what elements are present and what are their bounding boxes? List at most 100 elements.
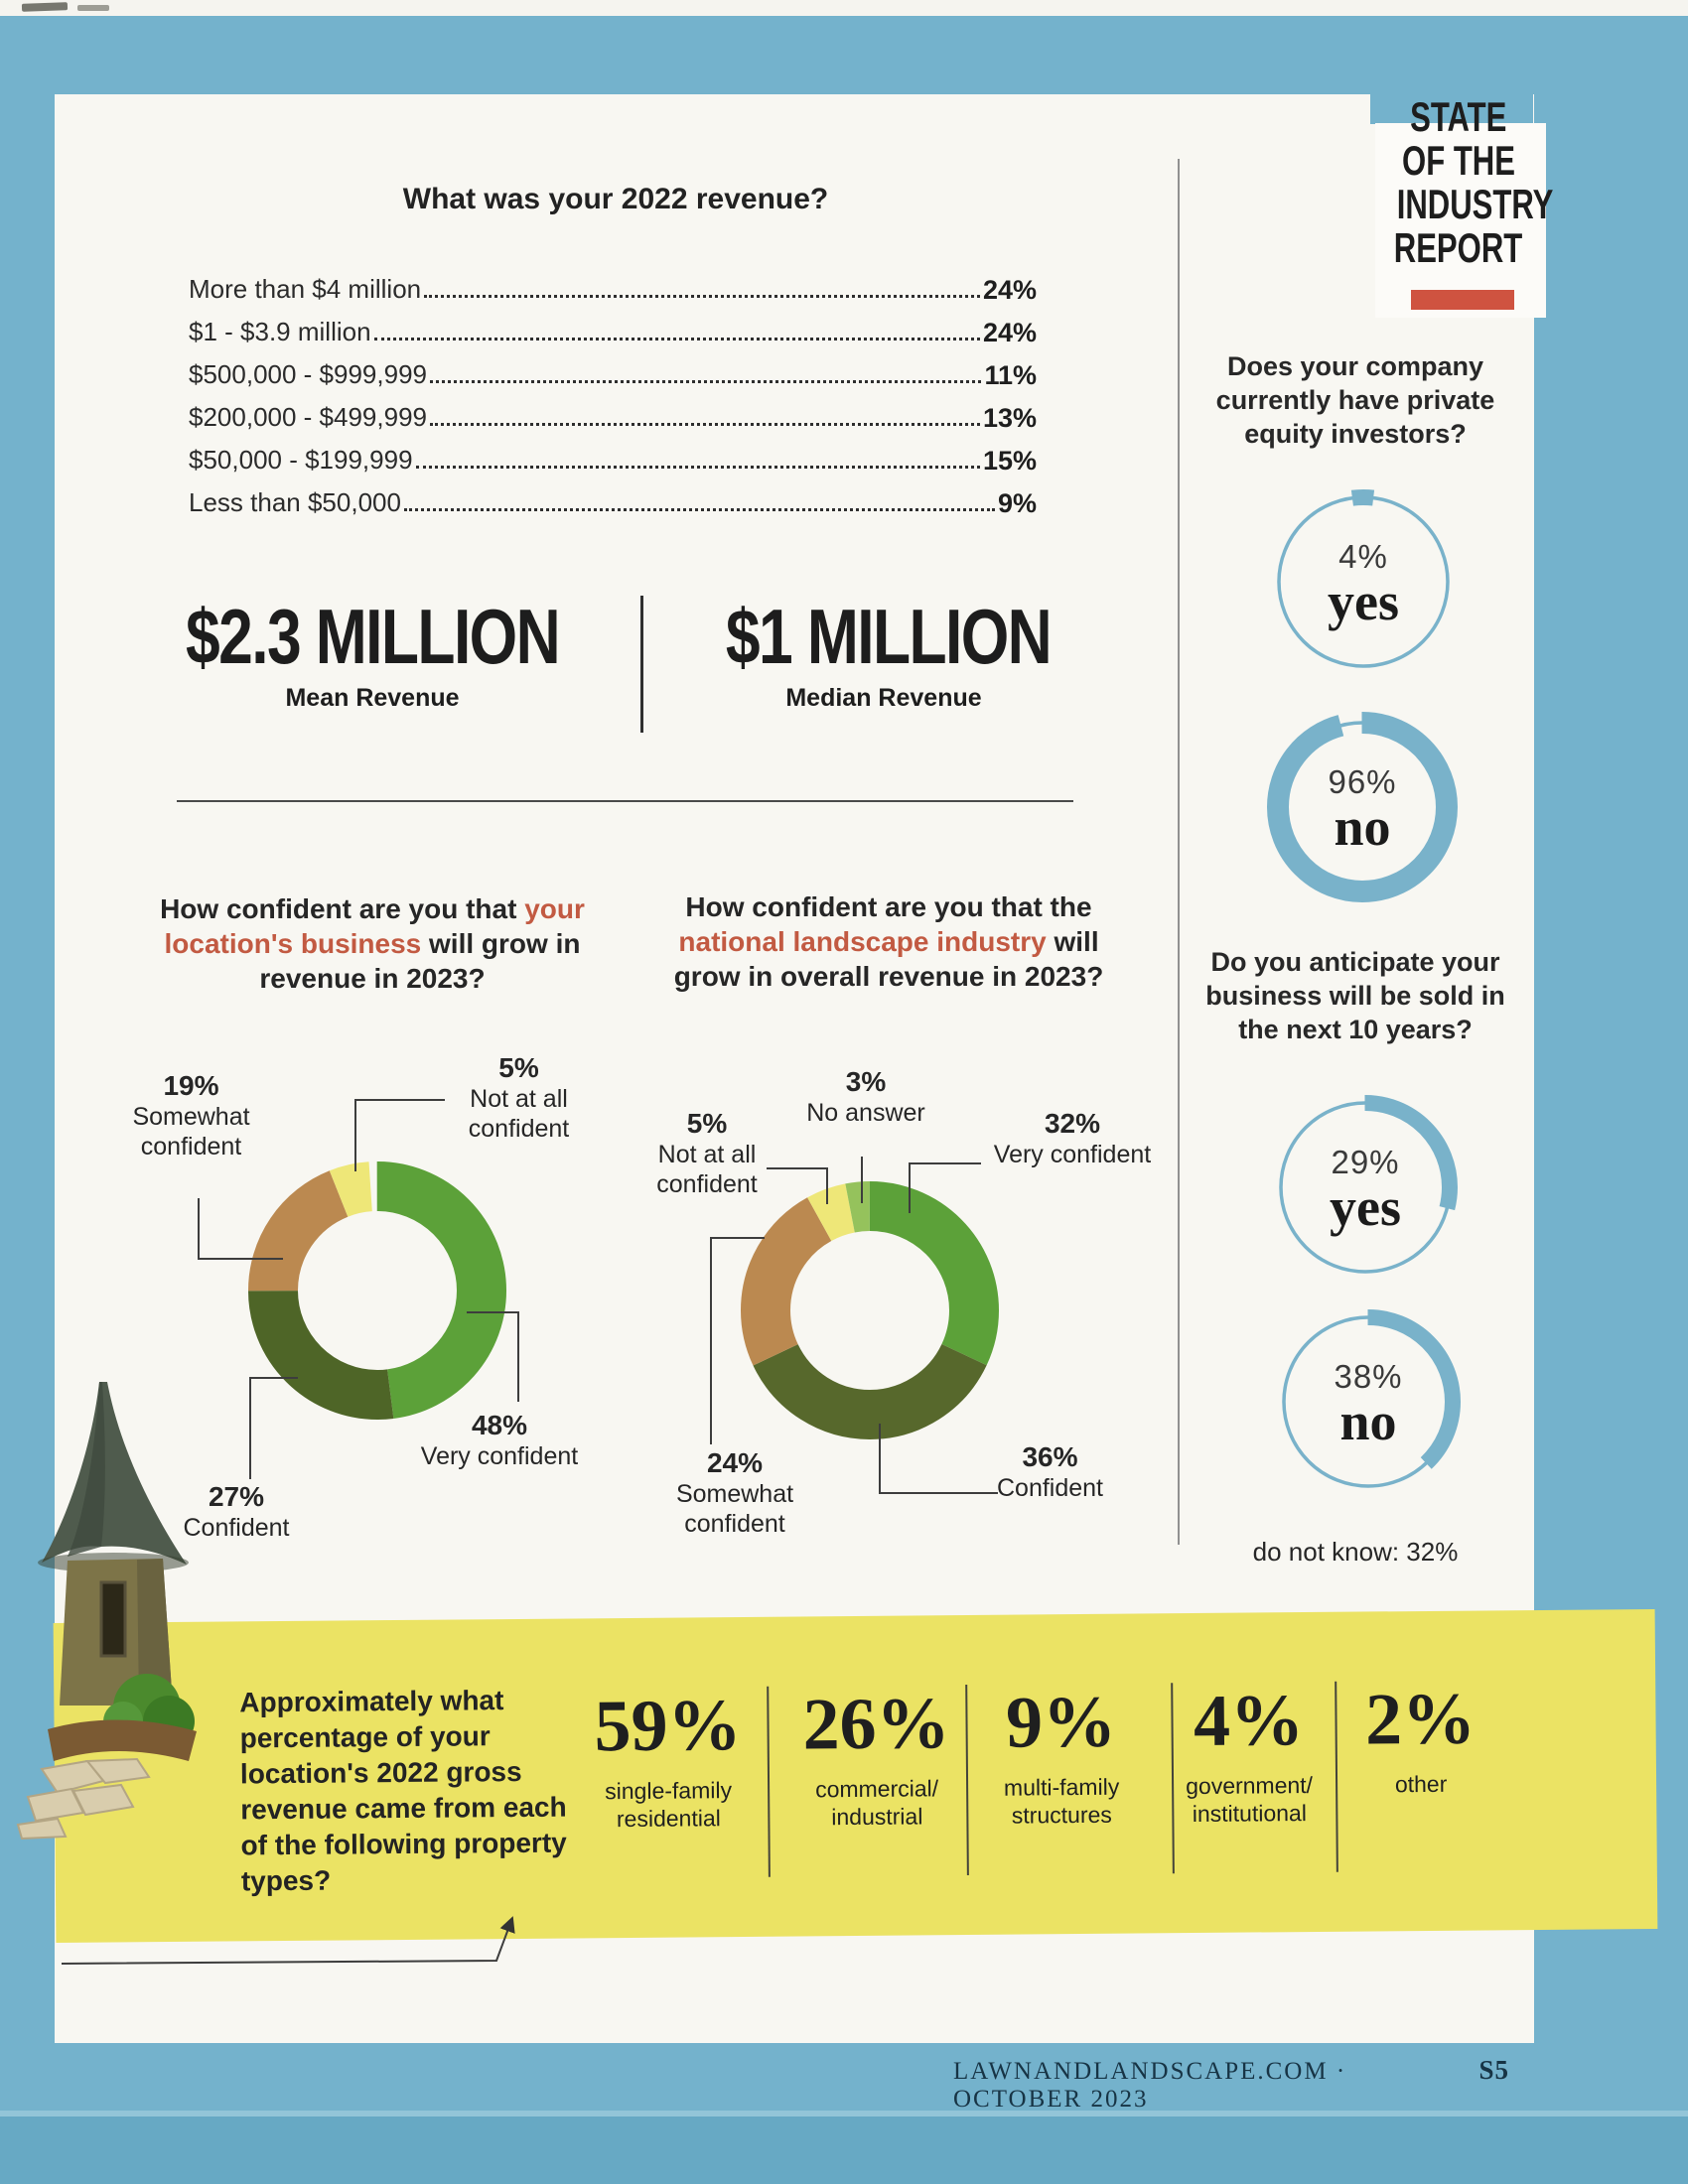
business-sale-question: Do you anticipate your business will be … xyxy=(1205,947,1505,1044)
label-pct: 19% xyxy=(163,1070,219,1101)
revenue-row: $500,000 - $999,999 11% xyxy=(189,351,1037,394)
revenue-label: More than $4 million xyxy=(189,274,422,304)
masthead-line: STATE xyxy=(1410,93,1507,140)
mean-revenue: $2.3 MILLION Mean Revenue xyxy=(139,592,606,713)
leader-dots xyxy=(373,338,980,341)
title-text: How confident are you that xyxy=(160,893,525,924)
median-revenue-value: $1 MILLION xyxy=(725,593,1053,680)
revenue-label: $500,000 - $999,999 xyxy=(189,359,427,389)
label-very-confident-national: 32% Very confident xyxy=(973,1108,1172,1169)
house-illustration xyxy=(16,1382,197,1841)
revenue-row: $1 - $3.9 million 24% xyxy=(189,309,1037,351)
sale-no-ring xyxy=(1276,1309,1461,1494)
footer-page-number: S5 xyxy=(1478,2055,1509,2085)
revenue-label: $50,000 - $199,999 xyxy=(189,445,413,475)
sale-yes-ring xyxy=(1273,1095,1458,1280)
page-footer: LAWNANDLANDSCAPE.COM · OCTOBER 2023 S5 xyxy=(953,2055,1509,2114)
private-equity-no-label: 96% no xyxy=(1273,763,1452,857)
label-text: Very confident xyxy=(993,1141,1152,1168)
footer-source: LAWNANDLANDSCAPE.COM · OCTOBER 2023 xyxy=(953,2058,1347,2113)
revenue-label: $200,000 - $499,999 xyxy=(189,402,427,432)
revenue-value: 9% xyxy=(997,488,1037,518)
revenue-row: $200,000 - $499,999 13% xyxy=(189,394,1037,437)
leader-dots xyxy=(403,508,995,511)
label-confident: 27% Confident xyxy=(127,1481,346,1543)
label-somewhat-confident: 19% Somewhat confident xyxy=(84,1070,298,1161)
title-text: will grow in overall revenue in 2023? xyxy=(673,926,1104,992)
revenue-row: $50,000 - $199,999 15% xyxy=(189,437,1037,479)
scan-artifact xyxy=(77,5,109,11)
label-text: Somewhat confident xyxy=(675,1480,794,1538)
masthead-line: OF THE xyxy=(1402,137,1515,184)
label-text: Not at all confident xyxy=(656,1141,758,1198)
revenue-row: Less than $50,000 9% xyxy=(189,479,1037,522)
label-not-at-all-confident: 5% Not at all confident xyxy=(417,1052,621,1144)
revenue-value: 15% xyxy=(982,446,1037,476)
label-not-at-all-confident-national: 5% Not at all confident xyxy=(618,1108,796,1199)
masthead-accent-bar xyxy=(1411,290,1514,310)
revenue-value: 13% xyxy=(982,403,1037,433)
label-very-confident: 48% Very confident xyxy=(380,1410,619,1471)
leader-dots xyxy=(415,466,980,469)
label-pct: 24% xyxy=(706,1447,764,1478)
label-pct: 27% xyxy=(208,1481,265,1512)
scan-strip xyxy=(0,2111,1688,2116)
leader-dots xyxy=(430,380,982,383)
ring-word: no xyxy=(1339,1392,1397,1451)
label-pct: 5% xyxy=(686,1108,728,1139)
label-text: Somewhat confident xyxy=(132,1103,250,1160)
revenue-list: More than $4 million 24% $1 - $3.9 milli… xyxy=(189,266,1037,522)
stat-divider xyxy=(640,596,643,733)
revenue-value: 11% xyxy=(984,360,1037,390)
sale-yes-label: 29% yes xyxy=(1276,1144,1455,1237)
label-no-answer: 3% No answer xyxy=(767,1066,965,1128)
ring-pct: 38% xyxy=(1334,1358,1403,1395)
label-text: Confident xyxy=(183,1514,290,1542)
masthead-box xyxy=(1375,123,1546,318)
label-pct: 5% xyxy=(498,1052,539,1083)
national-confidence-donut xyxy=(741,1181,999,1439)
label-confident-national: 36% Confident xyxy=(943,1441,1157,1503)
mean-revenue-label: Mean Revenue xyxy=(285,684,460,712)
leader-dots xyxy=(424,295,980,298)
label-somewhat-confident-national: 24% Somewhat confident xyxy=(635,1447,834,1539)
private-equity-no-ring xyxy=(1267,712,1458,902)
revenue-label: $1 - $3.9 million xyxy=(189,317,371,346)
column-divider xyxy=(1178,159,1180,1545)
label-text: Not at all confident xyxy=(468,1085,570,1143)
label-text: Confident xyxy=(996,1474,1104,1502)
ring-word: yes xyxy=(1328,572,1399,631)
private-equity-yes-ring xyxy=(1271,489,1456,674)
ring-pct: 4% xyxy=(1338,538,1388,575)
ring-pct: 96% xyxy=(1328,763,1397,800)
label-text: No answer xyxy=(806,1099,925,1127)
scan-strip xyxy=(0,2116,1688,2184)
masthead-blue-patch xyxy=(1370,94,1533,124)
masthead-title: STATE OF THE INDUSTRY REPORT xyxy=(1369,93,1553,270)
revenue-value: 24% xyxy=(982,318,1037,347)
revenue-value: 24% xyxy=(982,275,1037,305)
ring-word: no xyxy=(1334,797,1391,857)
label-text: Very confident xyxy=(420,1442,579,1470)
mean-revenue-value: $2.3 MILLION xyxy=(186,593,561,680)
revenue-survey-title: What was your 2022 revenue? xyxy=(402,183,829,215)
ring-word: yes xyxy=(1330,1177,1401,1237)
ring-pct: 29% xyxy=(1331,1144,1400,1180)
median-revenue-label: Median Revenue xyxy=(785,684,982,712)
revenue-row: More than $4 million 24% xyxy=(189,266,1037,309)
private-equity-yes-label: 4% yes xyxy=(1274,538,1453,631)
national-confidence-title: How confident are you that the national … xyxy=(670,889,1107,994)
title-text: How confident are you that the xyxy=(685,891,1092,922)
masthead-line: INDUSTRY xyxy=(1396,181,1554,227)
revenue-label: Less than $50,000 xyxy=(189,487,401,517)
private-equity-question: Does your company currently have private… xyxy=(1215,351,1495,449)
sale-no-label: 38% no xyxy=(1279,1358,1458,1451)
leader-dots xyxy=(430,423,980,426)
label-pct: 3% xyxy=(845,1066,887,1097)
label-pct: 32% xyxy=(1044,1108,1101,1139)
sale-do-not-know-note: do not know: 32% xyxy=(1252,1537,1459,1567)
label-pct: 48% xyxy=(471,1410,528,1440)
section-rule xyxy=(177,800,1073,802)
location-confidence-donut xyxy=(248,1161,506,1420)
